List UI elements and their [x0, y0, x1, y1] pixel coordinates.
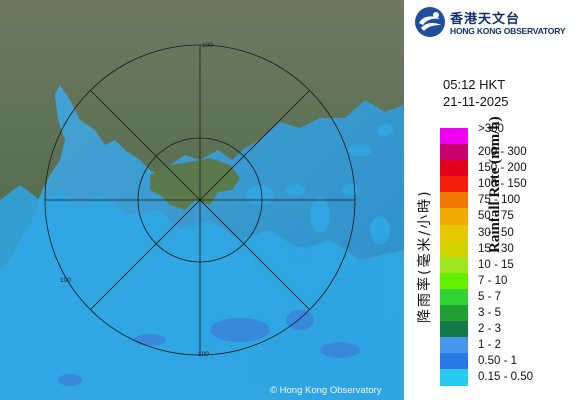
observation-date: 21-11-2025 [443, 94, 509, 109]
legend-title-cn: 降雨率(毫米/小時) [417, 189, 433, 323]
legend-label: 7 - 10 [478, 274, 508, 287]
legend-swatch: 1 - 2 [440, 337, 501, 354]
legend-swatch: 5 - 7 [440, 288, 501, 306]
hko-logo-icon [415, 7, 445, 37]
legend-label: 2 - 3 [478, 323, 502, 336]
legend-label: 1 - 2 [478, 339, 502, 352]
legend-label: 200 - 300 [478, 146, 527, 159]
legend-swatch: 0.15 - 0.50 [440, 369, 533, 386]
copyright-text: © Hong Kong Observatory [270, 385, 382, 396]
legend-label: 30 - 50 [478, 226, 514, 239]
legend-swatch: 0.50 - 1 [440, 353, 517, 370]
legend-swatch: 75 - 100 [440, 192, 520, 209]
ring-label-north: 100 [202, 42, 213, 49]
legend-label: 15 - 30 [478, 242, 514, 255]
org-name-en: HONG KONG OBSERVATORY [450, 26, 566, 36]
legend-swatch: 200 - 300 [440, 144, 527, 161]
legend-label: 0.50 - 1 [478, 355, 517, 368]
legend-label: 150 - 200 [478, 162, 527, 175]
legend-swatch: 50 - 75 [440, 208, 514, 225]
ring-label-southwest: 100 [60, 277, 71, 284]
info-panel: 香港天文台 HONG KONG OBSERVATORY 05:12 HKT 21… [404, 0, 577, 400]
legend-label: 3 - 5 [478, 307, 502, 320]
legend-label: 0.15 - 0.50 [478, 371, 533, 384]
org-name-cn: 香港天文台 [450, 12, 521, 27]
radar-map: 100 100 100 © Hong Kong Observatory [0, 0, 404, 400]
rainfall-legend: >300 200 - 300 150 - 200 100 - 150 75 - 100 5… [440, 123, 533, 386]
legend-title-en: Rainfall Rate (mm/h) [487, 116, 503, 253]
observation-time: 05:12 HKT [443, 77, 506, 92]
legend-swatch: 30 - 50 [440, 224, 514, 241]
legend-swatch: 7 - 10 [440, 272, 507, 289]
legend-label: 10 - 15 [478, 258, 514, 271]
hko-logo: 香港天文台 HONG KONG OBSERVATORY [414, 6, 574, 38]
radar-echoes [0, 124, 404, 400]
legend-label: 5 - 7 [478, 290, 502, 303]
legend-label: 50 - 75 [478, 210, 514, 223]
legend-swatch: 15 - 30 [440, 240, 514, 257]
legend-label: 100 - 150 [478, 178, 527, 191]
legend-label: >300 [478, 123, 504, 135]
legend-swatch: 2 - 3 [440, 321, 501, 338]
hk-land [150, 158, 240, 210]
legend-label: 75 - 100 [478, 194, 521, 207]
legend-swatch: 3 - 5 [440, 305, 501, 322]
legend-swatch: >300 [440, 123, 504, 145]
legend-swatch: 100 - 150 [440, 176, 527, 193]
legend-swatch: 10 - 15 [440, 256, 514, 273]
land-area [0, 0, 404, 270]
range-rings [44, 44, 356, 356]
legend-swatch: 150 - 200 [440, 160, 527, 177]
radar-map-svg: 100 100 100 [0, 0, 404, 400]
ring-label-south: 100 [198, 351, 209, 358]
